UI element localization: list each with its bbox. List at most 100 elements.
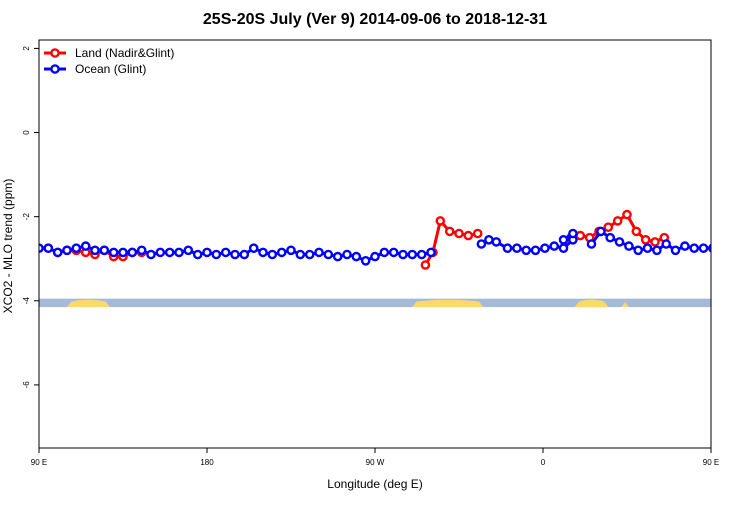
series-1-point bbox=[175, 249, 182, 256]
series-1-point bbox=[213, 251, 220, 258]
series-1-point bbox=[737, 245, 744, 252]
x-tick-label: 180 bbox=[200, 458, 214, 467]
x-tick-label: 90 W bbox=[366, 458, 385, 467]
series-1-point bbox=[166, 249, 173, 256]
series-layer bbox=[35, 211, 750, 269]
series-1-point bbox=[306, 251, 313, 258]
series-1-point bbox=[250, 245, 257, 252]
series-1-point bbox=[63, 247, 70, 254]
series-1-point bbox=[129, 249, 136, 256]
series-1-point bbox=[532, 247, 539, 254]
series-1-point bbox=[241, 251, 248, 258]
series-1-point bbox=[54, 249, 61, 256]
series-1-point bbox=[616, 238, 623, 245]
series-1-point bbox=[82, 243, 89, 250]
series-1-point bbox=[672, 247, 679, 254]
series-1-point bbox=[728, 247, 735, 254]
series-1-point bbox=[203, 249, 210, 256]
series-1-point bbox=[73, 245, 80, 252]
y-tick-label: 0 bbox=[22, 130, 31, 135]
series-1-point bbox=[231, 251, 238, 258]
series-1 bbox=[35, 228, 750, 265]
y-axis: 2 0 -2 -4 -6 bbox=[22, 46, 39, 389]
series-0 bbox=[45, 211, 750, 269]
series-1-point bbox=[110, 249, 117, 256]
series-1-point bbox=[513, 245, 520, 252]
series-1-point bbox=[222, 249, 229, 256]
series-0-point bbox=[455, 230, 462, 237]
series-1-point bbox=[325, 251, 332, 258]
series-0-point bbox=[642, 236, 649, 243]
series-1-point bbox=[418, 251, 425, 258]
x-axis-label: Longitude (deg E) bbox=[327, 477, 422, 491]
series-1-point bbox=[185, 247, 192, 254]
x-axis: 90 E 180 90 W 0 90 E bbox=[31, 448, 719, 467]
y-axis-label: XCO2 - MLO trend (ppm) bbox=[1, 179, 15, 314]
series-1-point bbox=[157, 249, 164, 256]
x-tick-label: 90 E bbox=[703, 458, 719, 467]
y-tick-label: -2 bbox=[22, 213, 31, 221]
series-1-point bbox=[635, 247, 642, 254]
series-1-point bbox=[427, 249, 434, 256]
series-1-point bbox=[390, 249, 397, 256]
surface-band-ocean bbox=[39, 299, 711, 307]
y-tick-label: 2 bbox=[22, 46, 31, 51]
series-1-point bbox=[269, 251, 276, 258]
series-1-point bbox=[644, 245, 651, 252]
series-1-point bbox=[551, 243, 558, 250]
series-1-point bbox=[119, 249, 126, 256]
series-0-point bbox=[623, 211, 630, 218]
series-1-point bbox=[343, 251, 350, 258]
series-1-point bbox=[91, 247, 98, 254]
series-1-point bbox=[560, 245, 567, 252]
series-0-point bbox=[465, 232, 472, 239]
series-1-point bbox=[278, 249, 285, 256]
series-1-point bbox=[409, 251, 416, 258]
legend-swatch-marker bbox=[51, 49, 58, 56]
series-0-point bbox=[446, 228, 453, 235]
series-1-point bbox=[653, 247, 660, 254]
series-0-point bbox=[633, 228, 640, 235]
series-1-point bbox=[334, 253, 341, 260]
series-0-point bbox=[614, 217, 621, 224]
chart-title: 25S-20S July (Ver 9) 2014-09-06 to 2018-… bbox=[203, 11, 547, 28]
series-1-point bbox=[399, 251, 406, 258]
series-1-point bbox=[194, 251, 201, 258]
x-tick-label: 0 bbox=[541, 458, 546, 467]
series-1-point bbox=[560, 236, 567, 243]
plot-frame bbox=[39, 40, 711, 448]
y-tick-label: -4 bbox=[22, 297, 31, 305]
series-1-point bbox=[381, 249, 388, 256]
series-1-point bbox=[700, 245, 707, 252]
series-0-point bbox=[605, 224, 612, 231]
legend-label: Ocean (Glint) bbox=[75, 62, 146, 76]
series-1-point bbox=[287, 247, 294, 254]
series-1-point bbox=[485, 236, 492, 243]
series-1-point bbox=[353, 253, 360, 260]
series-1-point bbox=[101, 247, 108, 254]
series-1-point bbox=[719, 249, 726, 256]
surface-band bbox=[39, 299, 750, 307]
series-1-point bbox=[504, 245, 511, 252]
series-0-point bbox=[651, 238, 658, 245]
legend: Land (Nadir&Glint) Ocean (Glint) bbox=[44, 46, 174, 76]
series-1-point bbox=[371, 253, 378, 260]
series-1-point bbox=[569, 230, 576, 237]
series-1-point bbox=[45, 245, 52, 252]
legend-label: Land (Nadir&Glint) bbox=[75, 46, 174, 60]
y-tick-label: -6 bbox=[22, 381, 31, 389]
series-1-point bbox=[362, 257, 369, 264]
series-1-point bbox=[523, 247, 530, 254]
series-1-point bbox=[709, 245, 716, 252]
series-0-point bbox=[577, 232, 584, 239]
series-0-point bbox=[474, 230, 481, 237]
series-1-point bbox=[663, 240, 670, 247]
series-1-point bbox=[747, 243, 750, 250]
series-1-point bbox=[297, 251, 304, 258]
x-tick-label: 90 E bbox=[31, 458, 47, 467]
series-1-point bbox=[138, 247, 145, 254]
series-1-point bbox=[607, 234, 614, 241]
series-1-point bbox=[493, 238, 500, 245]
